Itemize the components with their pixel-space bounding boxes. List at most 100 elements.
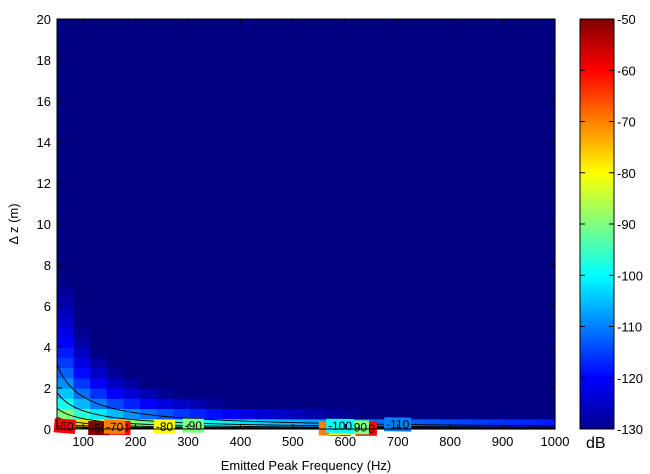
heatmap-cell: [538, 336, 556, 348]
heatmap-cell: [355, 183, 373, 194]
heatmap-cell: [521, 265, 539, 276]
heatmap-cell: [57, 111, 75, 123]
heatmap-cell: [372, 19, 390, 30]
heatmap-cell: [189, 142, 207, 153]
heatmap-cell: [472, 224, 490, 235]
heatmap-cell: [422, 367, 440, 379]
heatmap-cell: [372, 285, 390, 297]
heatmap-cell: [322, 121, 340, 133]
heatmap-cell: [488, 131, 506, 143]
heatmap-cell: [173, 357, 191, 369]
heatmap-cell: [372, 347, 390, 358]
heatmap-cell: [223, 254, 241, 266]
heatmap-cell: [322, 203, 340, 215]
heatmap-cell: [472, 295, 490, 307]
heatmap-cell: [223, 326, 241, 338]
heatmap-cell: [472, 377, 490, 389]
heatmap-cell: [505, 408, 523, 420]
heatmap-cell: [422, 265, 440, 276]
heatmap-cell: [73, 29, 91, 41]
heatmap-cell: [272, 234, 290, 246]
heatmap-cell: [488, 347, 506, 358]
heatmap-cell: [123, 377, 141, 389]
heatmap-cell: [472, 254, 490, 266]
heatmap-cell: [57, 162, 75, 174]
heatmap-cell: [106, 357, 124, 369]
colorbar-ticks: -50 -60 -70 -80 -90 -100 -110 -120 -130: [580, 12, 643, 437]
heatmap-cell: [206, 80, 224, 92]
heatmap-cell: [57, 101, 75, 112]
heatmap-cell: [140, 224, 158, 235]
heatmap-cell: [455, 326, 473, 338]
heatmap-cell: [223, 90, 241, 102]
heatmap-cell: [189, 306, 207, 317]
heatmap-cell: [505, 152, 523, 164]
heatmap-cell: [106, 70, 124, 82]
heatmap-cell: [322, 244, 340, 256]
heatmap-cell: [289, 70, 307, 82]
heatmap-cell: [372, 254, 390, 266]
heatmap-cell: [156, 131, 174, 143]
heatmap-cell: [156, 306, 174, 317]
heatmap-cell: [156, 172, 174, 184]
heatmap-cell: [90, 203, 108, 215]
heatmap-cell: [472, 234, 490, 246]
heatmap-cell: [521, 285, 539, 297]
heatmap-cell: [272, 377, 290, 389]
heatmap-cell: [306, 336, 324, 348]
heatmap-cell: [405, 388, 423, 399]
heatmap-cell: [289, 377, 307, 389]
y-tick-label: 18: [37, 53, 51, 68]
colorbar-tick-label: -100: [617, 268, 643, 283]
heatmap-cell: [422, 90, 440, 102]
heatmap-cell: [306, 101, 324, 112]
heatmap-cell: [505, 213, 523, 225]
heatmap-cell: [90, 172, 108, 184]
heatmap-cell: [73, 152, 91, 164]
heatmap-cell: [223, 162, 241, 174]
heatmap-cell: [306, 326, 324, 338]
heatmap-cell: [239, 408, 257, 420]
heatmap-cell: [505, 275, 523, 287]
heatmap-cell: [173, 367, 191, 379]
heatmap-cell: [173, 418, 191, 430]
heatmap-cell: [405, 203, 423, 215]
heatmap-cell: [173, 172, 191, 184]
heatmap-cell: [73, 172, 91, 184]
heatmap-cell: [272, 285, 290, 297]
x-tick-label: 200: [125, 434, 147, 449]
heatmap-cell: [521, 357, 539, 369]
heatmap-cell: [322, 224, 340, 235]
heatmap-cell: [173, 408, 191, 420]
heatmap-cell: [206, 70, 224, 82]
heatmap-cell: [322, 377, 340, 389]
heatmap-cell: [140, 131, 158, 143]
heatmap-cell: [206, 408, 224, 420]
heatmap-cell: [405, 285, 423, 297]
heatmap-cell: [521, 203, 539, 215]
heatmap-cell: [306, 19, 324, 30]
heatmap-cell: [256, 316, 274, 328]
heatmap-cell: [521, 60, 539, 71]
heatmap-cell: [90, 377, 108, 389]
heatmap-cell: [239, 183, 257, 194]
heatmap-cell: [106, 183, 124, 194]
heatmap-cell: [339, 39, 357, 51]
heatmap-cell: [90, 142, 108, 153]
heatmap-cell: [455, 172, 473, 184]
heatmap-cell: [455, 162, 473, 174]
heatmap-cell: [339, 70, 357, 82]
heatmap-cell: [140, 121, 158, 133]
heatmap-cell: [289, 121, 307, 133]
heatmap-cell: [538, 152, 556, 164]
heatmap-cell: [322, 183, 340, 194]
heatmap-cell: [272, 367, 290, 379]
heatmap-cell: [106, 265, 124, 276]
heatmap-cell: [405, 347, 423, 358]
heatmap-cell: [322, 80, 340, 92]
heatmap-cell: [173, 347, 191, 358]
heatmap-cell: [239, 49, 257, 61]
x-tick-label: 400: [230, 434, 252, 449]
heatmap-cell: [538, 398, 556, 410]
heatmap-cell: [223, 347, 241, 358]
